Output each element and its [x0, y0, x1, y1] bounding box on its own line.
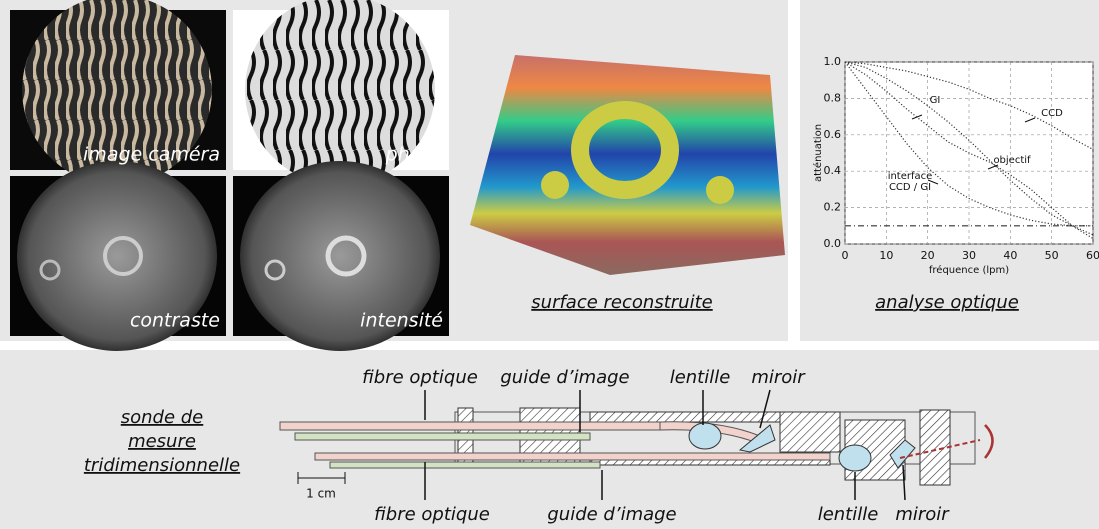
y-tick-label: 1.0 [824, 55, 842, 68]
chart-caption: analyse optique [875, 292, 1019, 313]
image-caption: contraste [130, 310, 220, 332]
series-line [844, 61, 1094, 150]
x-tick-label: 60 [1086, 249, 1099, 262]
y-tick-label: 0.6 [824, 128, 842, 141]
probe-label: guide d’image [547, 504, 676, 525]
x-tick-label: 50 [1045, 249, 1059, 262]
probe-caption: sonde de [121, 407, 204, 428]
series-line [844, 61, 1093, 227]
image-tiles [10, 0, 449, 351]
probe-label: miroir [895, 504, 950, 525]
label-arrow [987, 164, 999, 170]
probe-caption: mesure [128, 431, 196, 452]
probe-label: lentille [670, 367, 731, 388]
y-tick-label: 0.2 [824, 201, 842, 214]
curve-label: CCD / GI [889, 182, 931, 193]
surface-caption: surface reconstruite [531, 292, 712, 313]
probe-label: guide d’image [500, 367, 629, 388]
y-tick-label: 0.4 [824, 164, 842, 177]
y-tick-label: 0.8 [824, 91, 842, 104]
y-tick-label: 0.0 [824, 237, 842, 250]
x-tick-label: 30 [962, 249, 976, 262]
curve-label: objectif [993, 155, 1031, 166]
x-tick-label: 10 [879, 249, 893, 262]
probe-label: fibre optique [362, 367, 478, 388]
x-tick-label: 0 [842, 249, 849, 262]
probe-caption: tridimensionnelle [84, 455, 240, 476]
y-axis-label: atténuation [812, 124, 824, 182]
label-arrow [927, 179, 939, 185]
series-line [844, 61, 1094, 240]
curve-label: interface [888, 171, 933, 182]
label-arrow [911, 114, 923, 120]
probe-label: miroir [751, 367, 806, 388]
curve-label: CCD [1041, 108, 1063, 119]
curve-label: GI [930, 95, 941, 106]
probe-diagram [279, 389, 994, 501]
probe-label: lentille [818, 504, 879, 525]
probe-label: fibre optique [374, 504, 490, 525]
x-tick-label: 20 [921, 249, 935, 262]
image-caption: intensité [360, 310, 443, 332]
image-caption: phase [385, 144, 443, 166]
label-arrow [1024, 117, 1036, 123]
surface-image [470, 55, 785, 275]
image-caption: image caméra [83, 144, 220, 166]
x-tick-label: 40 [1003, 249, 1017, 262]
x-axis-label: fréquence (lpm) [929, 264, 1009, 276]
series-line [844, 61, 1094, 236]
scale-label: 1 cm [306, 487, 336, 501]
